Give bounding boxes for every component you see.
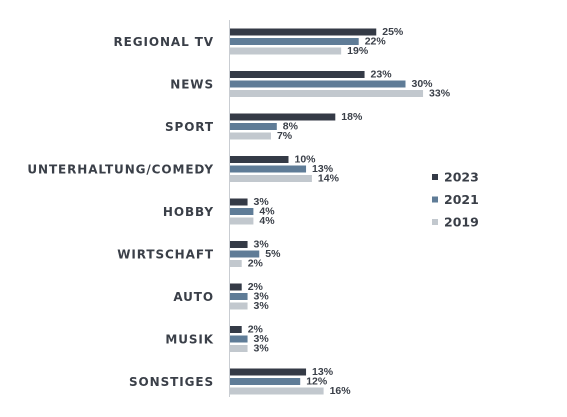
bar-2021 xyxy=(230,38,359,45)
category-label: WIRTSCHAFT xyxy=(117,248,214,262)
legend-marker-2019 xyxy=(432,219,438,225)
category-label: SPORT xyxy=(165,120,214,134)
bar-2023 xyxy=(230,198,248,206)
data-label: 23% xyxy=(371,69,393,81)
data-label: 16% xyxy=(330,385,352,397)
data-label: 7% xyxy=(277,130,293,142)
bar-2019 xyxy=(230,175,312,182)
category-label: REGIONAL TV xyxy=(114,35,214,49)
data-label: 12% xyxy=(306,376,328,388)
data-label: 2% xyxy=(248,281,264,293)
category-label: UNTERHALTUNG/COMEDY xyxy=(27,163,214,177)
data-label: 25% xyxy=(382,26,404,38)
data-label: 3% xyxy=(254,239,270,251)
bar-2023 xyxy=(230,156,289,163)
category-label: MUSIK xyxy=(165,333,214,347)
data-label: 8% xyxy=(283,121,299,133)
data-label: 14% xyxy=(318,173,340,185)
bar-2019 xyxy=(230,387,324,395)
bar-2023 xyxy=(230,283,242,291)
bar-2023 xyxy=(230,241,248,248)
bar-2021 xyxy=(230,378,301,385)
data-label: 4% xyxy=(259,206,275,218)
bar-2021 xyxy=(230,335,248,343)
data-label: 5% xyxy=(265,248,281,260)
bar-2021 xyxy=(230,165,307,173)
category-label: SONSTIGES xyxy=(129,375,214,389)
data-label: 33% xyxy=(429,88,451,100)
bar-2021 xyxy=(230,250,260,258)
data-label: 3% xyxy=(254,333,270,345)
category-label: AUTO xyxy=(173,290,214,304)
bar-2019 xyxy=(230,47,342,55)
data-label: 3% xyxy=(254,343,270,355)
legend: 2023 2021 2019 xyxy=(432,170,479,230)
data-label: 3% xyxy=(254,300,270,312)
legend-label: 2021 xyxy=(444,192,479,207)
bar-2023 xyxy=(230,71,365,78)
data-label: 13% xyxy=(312,366,334,378)
legend-label: 2023 xyxy=(444,170,479,185)
data-label: 10% xyxy=(295,154,317,166)
bar-2021 xyxy=(230,80,406,88)
legend-label: 2019 xyxy=(444,215,479,230)
data-label: 3% xyxy=(254,291,270,303)
data-label: 19% xyxy=(347,45,369,57)
data-label: 2% xyxy=(248,258,264,270)
bar-2019 xyxy=(230,302,248,310)
data-label: 3% xyxy=(254,196,270,208)
data-label: 2% xyxy=(248,324,264,336)
bars-group: REGIONAL TV 25%22%19% NEWS 23% 30%33% SPORT 18… xyxy=(27,26,450,397)
legend-marker-2021 xyxy=(432,196,438,203)
category-label: HOBBY xyxy=(163,205,214,219)
bar-2021 xyxy=(230,123,277,130)
data-label: 18% xyxy=(341,111,363,123)
bar-2019 xyxy=(230,345,248,352)
bar-2021 xyxy=(230,208,254,215)
bar-2019 xyxy=(230,90,424,97)
bar-2019 xyxy=(230,260,242,267)
data-label: 22% xyxy=(365,36,387,48)
data-label: 30% xyxy=(412,78,434,90)
legend-marker-2023 xyxy=(432,174,438,180)
category-label: NEWS xyxy=(170,78,214,92)
bar-2021 xyxy=(230,293,248,300)
bar-2019 xyxy=(230,217,254,225)
bar-2023 xyxy=(230,368,307,376)
bar-2023 xyxy=(230,113,336,121)
bar-2023 xyxy=(230,28,377,36)
data-label: 4% xyxy=(259,215,275,227)
data-label: 13% xyxy=(312,163,334,175)
bar-2023 xyxy=(230,326,242,333)
bar-2019 xyxy=(230,132,271,140)
